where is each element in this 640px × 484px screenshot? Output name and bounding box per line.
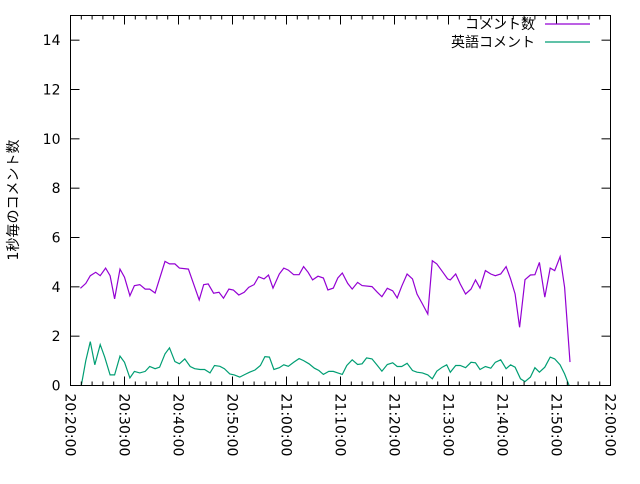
x-tick-label: 21:10:00 [332, 394, 348, 457]
plot-frame [70, 15, 611, 386]
x-tick-label: 22:00:00 [602, 394, 618, 457]
y-tick-label: 10 [43, 132, 61, 148]
x-tick-label: 21:40:00 [494, 394, 510, 457]
legend-label: コメント数 [465, 17, 535, 33]
x-tick-label: 21:30:00 [440, 394, 456, 457]
y-tick-label: 14 [43, 33, 61, 49]
axis-ticks: 0 2 4 6 8 10 12 14 20:20:00 20:30:00 20:40:00 20:50… [43, 15, 618, 457]
series-line-1 [80, 341, 570, 386]
series-line-0 [79, 254, 571, 363]
x-tick-label: 21:50:00 [548, 394, 564, 457]
x-tick-label: 20:30:00 [116, 394, 132, 457]
x-tick-label: 20:40:00 [170, 394, 186, 457]
x-tick-label: 20:20:00 [62, 394, 78, 457]
y-tick-label: 4 [52, 280, 61, 296]
y-tick-label: 0 [52, 379, 61, 395]
y-tick-label: 6 [52, 231, 61, 247]
x-tick-label: 21:20:00 [386, 394, 402, 457]
legend-label: 英語コメント [451, 34, 535, 51]
y-tick-label: 8 [52, 181, 61, 197]
y-tick-label: 2 [52, 329, 61, 345]
plot-lines [79, 254, 571, 386]
x-tick-label: 20:50:00 [224, 394, 240, 457]
x-tick-label: 21:00:00 [278, 394, 294, 457]
y-axis-label: 1秒毎のコメント数 [6, 140, 22, 261]
y-tick-label: 12 [43, 83, 61, 99]
